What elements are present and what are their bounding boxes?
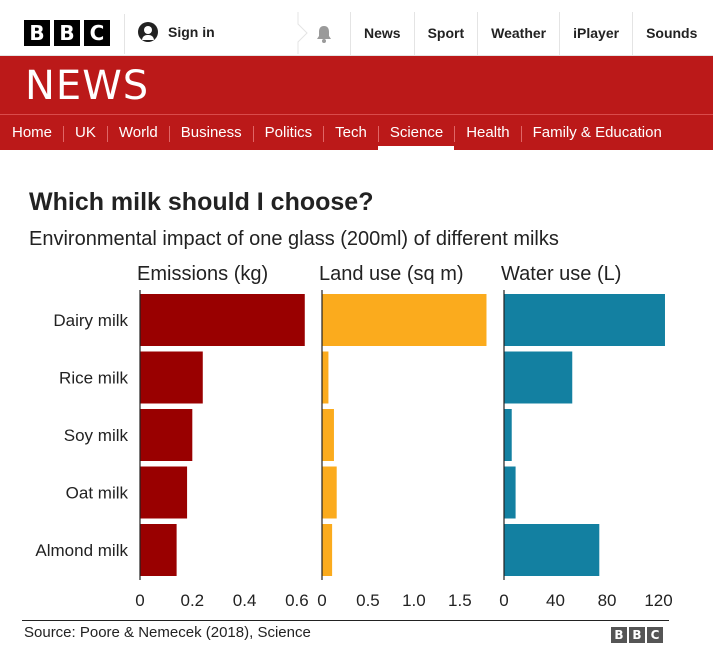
section-nav-politics[interactable]: Politics [252, 118, 324, 148]
logo-letter: B [629, 627, 645, 643]
tick-label-emissions-kg: 0.6 [285, 591, 309, 610]
tick-label-land-use-sq-m: 0.5 [356, 591, 380, 610]
tick-label-water-use-l: 0 [499, 591, 508, 610]
panel-title-emissions-kg: Emissions (kg) [137, 263, 268, 285]
bar-land-use-sq-m-rice-milk [322, 351, 329, 404]
sign-in-label: Sign in [168, 24, 215, 40]
section-nav-business[interactable]: Business [168, 118, 253, 148]
source-note: Source: Poore & Nemecek (2018), Science [24, 624, 311, 641]
bar-land-use-sq-m-almond-milk [322, 524, 333, 576]
bar-water-use-l-soy-milk [504, 409, 512, 461]
section-nav-uk[interactable]: UK [63, 118, 107, 148]
bar-land-use-sq-m-dairy-milk [322, 294, 487, 346]
tick-label-water-use-l: 120 [644, 591, 672, 610]
logo-letter: C [84, 20, 110, 46]
chart-title: Which milk should I choose? [29, 188, 374, 216]
bar-emissions-kg-rice-milk [140, 351, 203, 404]
bar-emissions-kg-dairy-milk [140, 294, 305, 346]
bar-land-use-sq-m-oat-milk [322, 466, 337, 519]
section-nav: Home UK World Business Politics Tech Sci… [0, 118, 673, 150]
tick-label-land-use-sq-m: 1.0 [402, 591, 426, 610]
tick-label-land-use-sq-m: 0 [317, 591, 326, 610]
category-label-oat-milk: Oat milk [66, 484, 129, 503]
section-nav-tech[interactable]: Tech [323, 118, 378, 148]
bar-water-use-l-dairy-milk [504, 294, 665, 346]
top-nav-iplayer[interactable]: iPlayer [559, 12, 632, 55]
bar-emissions-kg-almond-milk [140, 524, 177, 576]
bar-land-use-sq-m-soy-milk [322, 409, 334, 461]
bar-water-use-l-rice-milk [504, 351, 573, 404]
tick-label-water-use-l: 80 [598, 591, 617, 610]
category-label-almond-milk: Almond milk [35, 541, 128, 560]
top-nav-news[interactable]: News [350, 12, 414, 55]
tick-label-emissions-kg: 0.4 [233, 591, 257, 610]
section-nav-science[interactable]: Science [377, 118, 455, 150]
bar-emissions-kg-oat-milk [140, 466, 188, 519]
tick-label-emissions-kg: 0 [135, 591, 144, 610]
section-nav-health[interactable]: Health [454, 118, 520, 148]
sign-in-link[interactable]: Sign in [138, 22, 215, 42]
chart-subtitle: Environmental impact of one glass (200ml… [29, 228, 559, 250]
section-nav-world[interactable]: World [106, 118, 169, 148]
bell-icon[interactable] [316, 25, 332, 43]
panel-title-water-use-l: Water use (L) [501, 263, 621, 285]
panel-title-land-use-sq-m: Land use (sq m) [319, 263, 464, 285]
logo-letter: B [611, 627, 627, 643]
top-nav-sport[interactable]: Sport [413, 12, 478, 55]
section-nav-family-education[interactable]: Family & Education [520, 118, 673, 148]
tick-label-emissions-kg: 0.2 [180, 591, 204, 610]
tick-label-land-use-sq-m: 1.5 [448, 591, 472, 610]
header-divider [124, 14, 125, 54]
milk-impact-chart: Dairy milk Rice milk Soy milk Oat milk Almon… [35, 263, 672, 610]
news-section-title[interactable]: NEWS [25, 63, 150, 109]
source-rule [22, 620, 669, 621]
bar-emissions-kg-soy-milk [140, 409, 193, 461]
top-nav-sounds[interactable]: Sounds [632, 12, 710, 55]
top-nav: News Sport Weather iPlayer Sounds [350, 12, 710, 55]
header-rule [0, 114, 713, 115]
top-bar: B B C Sign in News Sport Weather iPlayer… [0, 0, 713, 56]
bar-water-use-l-almond-milk [504, 524, 600, 576]
tick-label-water-use-l: 40 [546, 591, 565, 610]
section-nav-home[interactable]: Home [12, 124, 53, 141]
bbc-logo-small: B B C [611, 627, 663, 643]
category-label-soy-milk: Soy milk [64, 426, 129, 445]
notification-notch [297, 12, 308, 54]
bbc-logo[interactable]: B B C [24, 20, 110, 46]
logo-letter: B [54, 20, 80, 46]
bar-water-use-l-oat-milk [504, 466, 516, 519]
news-header [0, 56, 713, 150]
top-nav-weather[interactable]: Weather [477, 12, 559, 55]
logo-letter: C [647, 627, 663, 643]
logo-letter: B [24, 20, 50, 46]
category-label-rice-milk: Rice milk [59, 369, 128, 388]
user-icon [138, 22, 158, 42]
category-label-dairy-milk: Dairy milk [53, 311, 128, 330]
